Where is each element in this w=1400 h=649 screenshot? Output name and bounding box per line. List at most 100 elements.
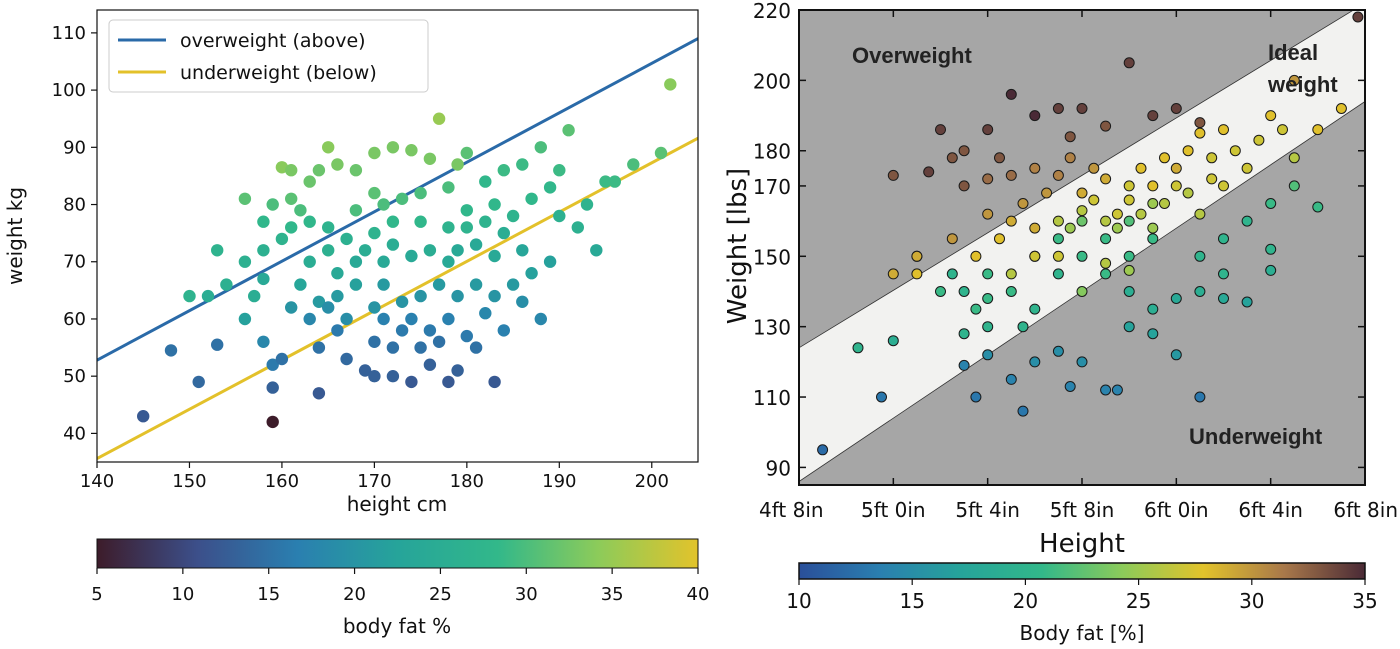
right-x-tick-label: 5ft 0in	[861, 498, 926, 522]
left-point	[609, 175, 621, 187]
right-point	[1336, 104, 1346, 114]
right-point	[1030, 251, 1040, 261]
left-point	[239, 256, 251, 268]
left-point	[331, 290, 343, 302]
right-point	[1195, 209, 1205, 219]
right-point	[1006, 269, 1016, 279]
right-point	[1195, 251, 1205, 261]
right-point	[1065, 223, 1075, 233]
right-point	[1077, 287, 1087, 297]
right-point	[1077, 216, 1087, 226]
left-point	[664, 78, 676, 90]
left-point	[498, 164, 510, 176]
right-point	[1112, 223, 1122, 233]
left-point	[304, 313, 316, 325]
left-point	[183, 290, 195, 302]
right-point	[853, 343, 863, 353]
left-point	[239, 313, 251, 325]
right-x-axis-label: Height	[1039, 529, 1125, 559]
left-point	[424, 359, 436, 371]
left-point	[276, 233, 288, 245]
left-point	[294, 204, 306, 216]
right-y-tick-label: 170	[753, 175, 791, 199]
right-point	[1101, 269, 1111, 279]
left-y-tick-label: 60	[63, 309, 86, 330]
left-point	[331, 324, 343, 336]
left-colorbar-tick-label: 15	[257, 584, 280, 605]
left-point	[285, 221, 297, 233]
left-point	[377, 198, 389, 210]
right-point	[1242, 297, 1252, 307]
left-point	[202, 290, 214, 302]
left-point	[442, 313, 454, 325]
right-point	[959, 146, 969, 156]
left-point	[525, 193, 537, 205]
left-x-tick-label: 180	[450, 471, 484, 492]
right-point	[1148, 181, 1158, 191]
right-point	[959, 360, 969, 370]
left-point	[285, 301, 297, 313]
left-point	[498, 324, 510, 336]
left-point	[387, 216, 399, 228]
left-point	[488, 250, 500, 262]
right-point	[888, 269, 898, 279]
right-point	[1053, 170, 1063, 180]
left-point	[442, 256, 454, 268]
left-point	[461, 330, 473, 342]
right-point	[995, 234, 1005, 244]
right-point	[1289, 153, 1299, 163]
right-point	[1018, 199, 1028, 209]
left-point	[535, 141, 547, 153]
left-y-tick-label: 100	[52, 80, 86, 101]
right-point	[1030, 111, 1040, 121]
right-point	[1195, 128, 1205, 138]
right-y-tick-label: 200	[753, 69, 791, 93]
left-point	[387, 141, 399, 153]
right-point	[1018, 322, 1028, 332]
left-point	[304, 175, 316, 187]
right-point	[1030, 304, 1040, 314]
left-point	[368, 336, 380, 348]
right-point	[1219, 294, 1229, 304]
right-point	[1006, 170, 1016, 180]
left-point	[387, 341, 399, 353]
left-point	[405, 144, 417, 156]
left-x-tick-label: 200	[635, 471, 669, 492]
right-point	[1077, 206, 1087, 216]
right-colorbar-tick-label: 35	[1352, 589, 1377, 613]
right-point	[1148, 111, 1158, 121]
left-point	[267, 381, 279, 393]
right-point	[971, 304, 981, 314]
left-point	[479, 307, 491, 319]
left-point	[405, 376, 417, 388]
left-point	[137, 410, 149, 422]
right-point	[912, 269, 922, 279]
right-point	[971, 392, 981, 402]
right-point	[1266, 244, 1276, 254]
right-point	[1148, 304, 1158, 314]
left-point	[433, 113, 445, 125]
right-x-tick-label: 5ft 4in	[955, 498, 1020, 522]
right-y-tick-label: 90	[766, 456, 791, 480]
left-point	[304, 216, 316, 228]
left-point	[544, 181, 556, 193]
right-point	[1219, 269, 1229, 279]
right-point	[1124, 322, 1134, 332]
left-y-tick-label: 80	[63, 195, 86, 216]
left-point	[442, 376, 454, 388]
annotation-ideal: Ideal	[1268, 40, 1318, 65]
left-point	[350, 204, 362, 216]
left-point	[553, 164, 565, 176]
right-point	[1195, 287, 1205, 297]
left-point	[396, 324, 408, 336]
left-point	[461, 221, 473, 233]
left-point	[525, 267, 537, 279]
right-point	[971, 251, 981, 261]
left-x-tick-label: 150	[172, 471, 206, 492]
left-point	[516, 158, 528, 170]
right-point	[888, 170, 898, 180]
left-point	[516, 296, 528, 308]
left-point	[488, 290, 500, 302]
right-point	[983, 350, 993, 360]
left-point	[257, 273, 269, 285]
